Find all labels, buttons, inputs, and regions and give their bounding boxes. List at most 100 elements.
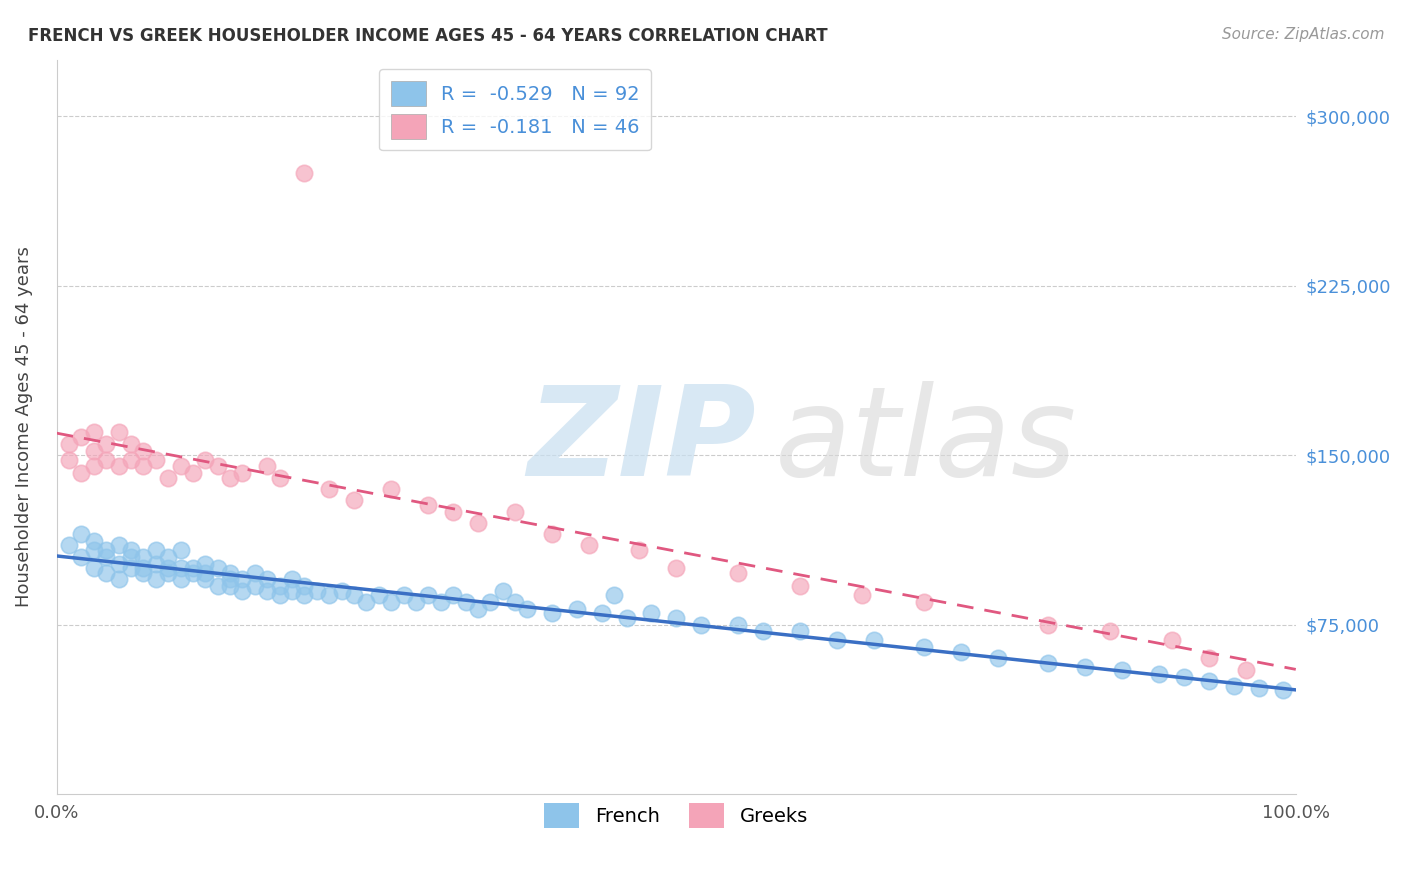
- Point: [1247, 681, 1270, 695]
- Point: [194, 566, 217, 580]
- Point: [132, 566, 155, 580]
- Point: [194, 573, 217, 587]
- Text: ZIP: ZIP: [527, 381, 756, 502]
- Point: [1223, 679, 1246, 693]
- Point: [256, 583, 278, 598]
- Point: [690, 617, 713, 632]
- Point: [294, 588, 316, 602]
- Point: [578, 539, 600, 553]
- Point: [96, 543, 118, 558]
- Point: [1036, 617, 1059, 632]
- Point: [169, 459, 191, 474]
- Point: [132, 561, 155, 575]
- Point: [616, 611, 638, 625]
- Point: [429, 595, 451, 609]
- Point: [603, 588, 626, 602]
- Point: [912, 595, 935, 609]
- Point: [1149, 667, 1171, 681]
- Point: [1074, 660, 1097, 674]
- Point: [789, 624, 811, 639]
- Point: [665, 561, 688, 575]
- Point: [58, 539, 80, 553]
- Point: [665, 611, 688, 625]
- Point: [789, 579, 811, 593]
- Point: [107, 539, 129, 553]
- Point: [1036, 656, 1059, 670]
- Legend: French, Greeks: French, Greeks: [537, 795, 815, 836]
- Point: [157, 471, 180, 485]
- Point: [318, 588, 340, 602]
- Point: [145, 573, 167, 587]
- Point: [70, 549, 93, 564]
- Point: [107, 459, 129, 474]
- Point: [479, 595, 502, 609]
- Point: [294, 579, 316, 593]
- Point: [219, 579, 242, 593]
- Point: [1111, 663, 1133, 677]
- Point: [96, 549, 118, 564]
- Point: [83, 533, 105, 548]
- Point: [863, 633, 886, 648]
- Point: [727, 617, 749, 632]
- Point: [356, 595, 378, 609]
- Point: [418, 588, 440, 602]
- Point: [591, 607, 613, 621]
- Point: [120, 561, 142, 575]
- Point: [541, 527, 564, 541]
- Point: [343, 493, 366, 508]
- Point: [243, 566, 266, 580]
- Point: [627, 543, 650, 558]
- Point: [441, 505, 464, 519]
- Point: [169, 573, 191, 587]
- Point: [1098, 624, 1121, 639]
- Point: [169, 561, 191, 575]
- Point: [120, 543, 142, 558]
- Point: [58, 437, 80, 451]
- Point: [281, 573, 304, 587]
- Point: [70, 466, 93, 480]
- Point: [467, 601, 489, 615]
- Point: [243, 579, 266, 593]
- Point: [294, 165, 316, 179]
- Point: [503, 505, 526, 519]
- Point: [1272, 683, 1295, 698]
- Point: [231, 573, 253, 587]
- Point: [380, 595, 402, 609]
- Point: [145, 557, 167, 571]
- Point: [219, 471, 242, 485]
- Point: [392, 588, 415, 602]
- Point: [207, 579, 229, 593]
- Point: [441, 588, 464, 602]
- Point: [181, 466, 204, 480]
- Point: [107, 573, 129, 587]
- Point: [219, 573, 242, 587]
- Point: [145, 452, 167, 467]
- Point: [1160, 633, 1182, 648]
- Point: [83, 543, 105, 558]
- Point: [83, 443, 105, 458]
- Point: [454, 595, 477, 609]
- Point: [318, 482, 340, 496]
- Point: [70, 430, 93, 444]
- Point: [207, 459, 229, 474]
- Point: [827, 633, 849, 648]
- Point: [1234, 663, 1257, 677]
- Point: [207, 561, 229, 575]
- Point: [950, 645, 973, 659]
- Point: [96, 566, 118, 580]
- Point: [380, 482, 402, 496]
- Point: [330, 583, 353, 598]
- Point: [107, 425, 129, 440]
- Point: [231, 583, 253, 598]
- Point: [181, 566, 204, 580]
- Point: [269, 588, 291, 602]
- Point: [157, 561, 180, 575]
- Point: [120, 452, 142, 467]
- Point: [107, 557, 129, 571]
- Point: [541, 607, 564, 621]
- Text: FRENCH VS GREEK HOUSEHOLDER INCOME AGES 45 - 64 YEARS CORRELATION CHART: FRENCH VS GREEK HOUSEHOLDER INCOME AGES …: [28, 27, 828, 45]
- Point: [405, 595, 427, 609]
- Point: [367, 588, 389, 602]
- Point: [987, 651, 1010, 665]
- Point: [851, 588, 873, 602]
